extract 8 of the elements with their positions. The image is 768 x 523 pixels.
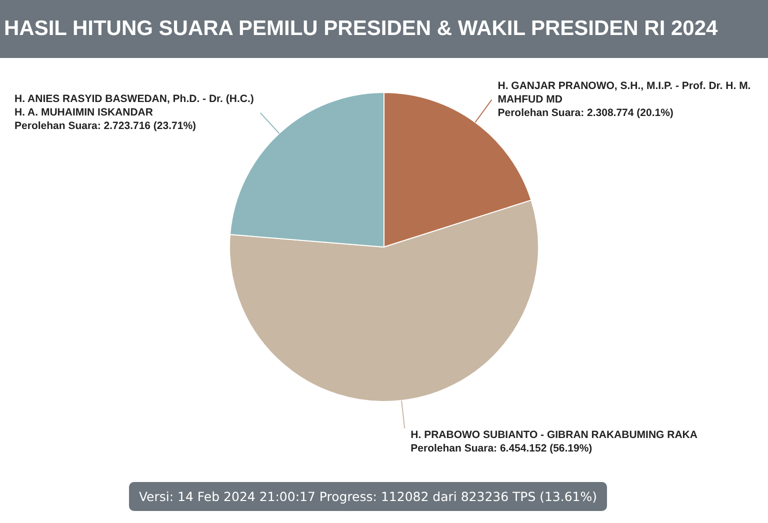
slice-label: H. ANIES RASYID BASWEDAN, Ph.D. - Dr. (H.C.) H. A. MUHAIMIN ISKANDAR [14,93,254,119]
chart-title: HASIL HITUNG SUARA PEMILU PRESIDEN & WAKIL PRESIDEN RI 2024 [0,0,768,58]
data-label: Perolehan Suara: 2.723.716 (23.71%) [14,120,196,132]
text: Versi: 14 Feb 2024 21:00:17 Progress: 112082 dari 823236 TPS (13.61%) [128,482,608,511]
data-label: Perolehan Suara: 2.308.774 (20.1%) [498,107,674,120]
slice-label: H. GANJAR PRANOWO, S.H., M.I.P. - Prof. Dr. H. M. MAHFUD MD [498,80,751,106]
slice-label: H. PRABOWO SUBIANTO - GIBRAN RAKABUMING RAKA [410,428,698,441]
data-label: Perolehan Suara: 6.454.152 (56.19%) [410,442,592,454]
